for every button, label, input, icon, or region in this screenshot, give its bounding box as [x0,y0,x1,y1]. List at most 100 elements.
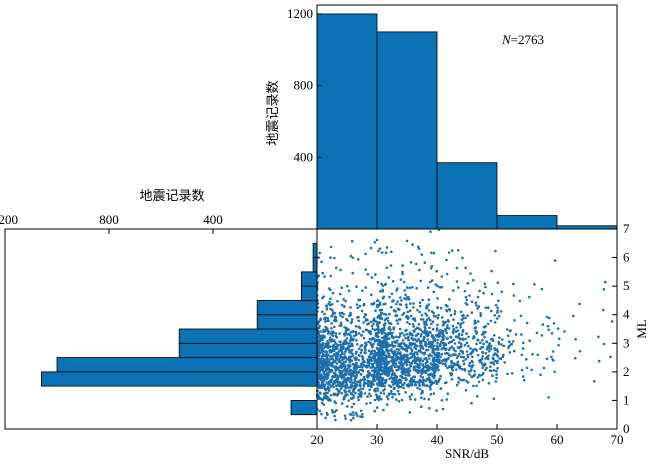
scatter-point [398,365,401,368]
scatter-point [343,305,346,308]
scatter-point [375,346,379,350]
scatter-point [476,295,480,299]
scatter-point [541,323,545,326]
scatter-point [420,405,423,409]
scatter-point [402,363,405,366]
scatter-point [604,280,607,284]
scatter-point [404,391,408,394]
scatter-point [508,329,512,333]
scatter-point [361,358,365,361]
scatter-point [318,351,322,355]
scatter-point [379,352,382,356]
scatter-point [398,357,402,361]
scatter-point [456,329,460,333]
scatter-point [436,348,440,352]
scatter-point [413,342,417,346]
scatter-point [535,331,539,335]
scatter-point [519,314,523,318]
scatter-point [364,351,367,355]
scatter-point [367,322,371,325]
scatter-point [431,382,434,385]
scatter-point [367,364,371,367]
scatter-point [358,304,362,308]
scatter-point [331,409,334,412]
scatter-point [351,352,354,356]
scatter-point [328,303,332,307]
scatter-point [405,239,409,243]
scatter-point [350,239,354,243]
scatter-point [448,308,452,312]
scatter-point [381,296,385,300]
scatter-point [381,382,385,386]
scatter-point [551,358,554,361]
scatter-point [476,339,480,342]
scatter-point [366,273,370,276]
scatter-point [361,378,365,381]
scatter-point [491,374,494,378]
scatter-point [401,264,404,267]
scatter-point [373,379,377,382]
left-bar [312,242,318,258]
scatter-point [520,333,523,336]
scatter-point [436,360,439,364]
scatter-point [441,407,445,411]
scatter-point [466,314,469,317]
scatter-point [413,361,417,365]
scatter-point [418,366,421,369]
scatter-point [364,341,367,345]
scatter-point [329,378,333,382]
scatter-point [464,266,468,270]
scatter-point [457,363,460,367]
scatter-point [436,366,439,370]
scatter-point [367,375,370,379]
scatter-point [328,358,332,361]
scatter-point [456,346,460,349]
scatter-point [427,345,431,349]
scatter-point [437,335,441,339]
scatter-point [370,366,373,370]
scatter-point [332,330,335,334]
scatter-point [350,321,353,325]
scatter-point [439,361,442,365]
scatter-point [347,390,351,393]
scatter-point [470,368,473,371]
scatter-point [578,350,582,353]
scatter-point [317,373,320,376]
scatter-point [389,322,393,326]
scatter-point [384,282,388,286]
scatter-point [424,326,427,330]
scatter-point [333,410,337,414]
scatter-point [359,378,362,382]
scatter-point [436,357,439,361]
scatter-point [399,318,402,321]
scatter-point [507,346,510,350]
scatter-point [444,303,448,307]
scatter-point [322,403,326,407]
scatter-point [357,370,360,374]
scatter-point [508,351,512,354]
scatter-point [404,343,408,347]
scatter-point [432,251,436,255]
scatter-point [412,338,415,342]
scatter-point [487,350,491,353]
scatter-point [441,341,445,345]
scatter-point [444,327,447,331]
scatter-point [336,299,339,303]
scatter-point [386,350,389,353]
scatter-point [377,398,381,402]
scatter-point [346,386,350,389]
scatter-point [340,303,344,307]
scatter-point [385,356,388,359]
scatter-point [382,312,386,316]
scatter-point [344,350,347,353]
scatter-point [379,369,382,372]
scatter-point [384,373,387,376]
scatter-point [456,354,460,358]
scatter-point [452,318,455,321]
scatter-point [420,396,423,400]
scatter-point [322,364,326,368]
scatter-point [465,350,469,353]
scatter-point [334,332,338,335]
scatter-point [413,330,416,333]
scatter-point [550,355,553,359]
